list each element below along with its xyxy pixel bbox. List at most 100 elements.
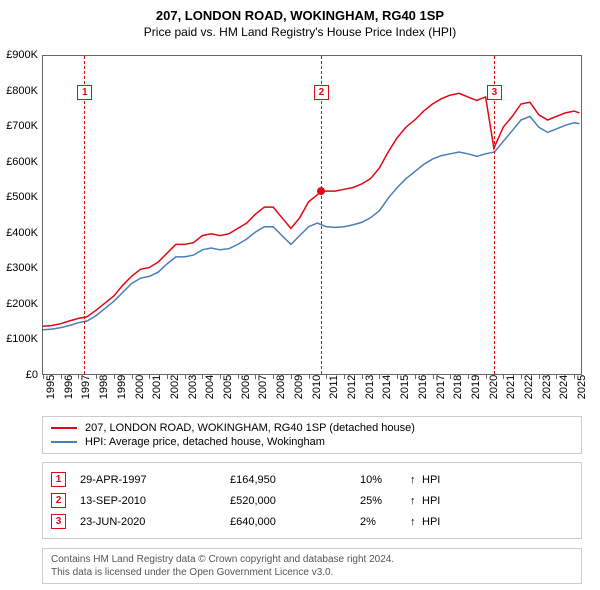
chart-container: 207, LONDON ROAD, WOKINGHAM, RG40 1SP Pr… — [0, 0, 600, 590]
sale-marker-3: 3 — [487, 85, 502, 100]
x-axis-label: 2001 — [151, 375, 163, 399]
y-axis-label: £200K — [0, 298, 38, 310]
x-tick — [344, 374, 345, 379]
x-axis-label: 2017 — [435, 375, 447, 399]
x-axis-label: 2024 — [558, 375, 570, 399]
x-axis-label: 2025 — [576, 375, 588, 399]
y-axis-label: £800K — [0, 85, 38, 97]
sale-date: 29-APR-1997 — [80, 474, 230, 486]
x-axis-label: 2015 — [399, 375, 411, 399]
sale-pct: 25% — [360, 495, 410, 507]
sale-marker-icon: 2 — [51, 493, 66, 508]
sale-suffix: HPI — [422, 474, 440, 486]
x-tick — [96, 374, 97, 379]
x-axis-label: 2004 — [204, 375, 216, 399]
x-tick — [185, 374, 186, 379]
x-tick — [43, 374, 44, 379]
x-axis-label: 1999 — [116, 375, 128, 399]
sale-suffix: HPI — [422, 516, 440, 528]
x-tick — [167, 374, 168, 379]
sale-row: 3 23-JUN-2020£640,0002%↑HPI — [51, 511, 573, 532]
legend-label: HPI: Average price, detached house, Woki… — [85, 436, 325, 448]
legend-box: 207, LONDON ROAD, WOKINGHAM, RG40 1SP (d… — [42, 416, 582, 454]
x-axis-label: 2016 — [417, 375, 429, 399]
x-tick — [574, 374, 575, 379]
x-axis-label: 2020 — [488, 375, 500, 399]
y-axis-label: £400K — [0, 227, 38, 239]
x-axis-label: 2008 — [275, 375, 287, 399]
sale-vline — [494, 56, 495, 374]
x-axis-label: 2003 — [187, 375, 199, 399]
arrow-up-icon: ↑ — [410, 474, 422, 486]
x-tick — [238, 374, 239, 379]
legend-row: 207, LONDON ROAD, WOKINGHAM, RG40 1SP (d… — [51, 421, 573, 435]
x-tick — [433, 374, 434, 379]
x-tick — [415, 374, 416, 379]
series-hpi — [43, 116, 580, 329]
y-axis-label: £600K — [0, 156, 38, 168]
y-axis-label: £100K — [0, 333, 38, 345]
legend-label: 207, LONDON ROAD, WOKINGHAM, RG40 1SP (d… — [85, 422, 415, 434]
x-axis-label: 2012 — [346, 375, 358, 399]
x-tick — [132, 374, 133, 379]
y-axis-label: £700K — [0, 120, 38, 132]
x-tick — [114, 374, 115, 379]
y-axis-label: £500K — [0, 191, 38, 203]
sale-price: £640,000 — [230, 516, 360, 528]
sale-marker-2: 2 — [314, 85, 329, 100]
x-axis-label: 2023 — [541, 375, 553, 399]
sale-pct: 2% — [360, 516, 410, 528]
x-axis-label: 2019 — [470, 375, 482, 399]
x-tick — [521, 374, 522, 379]
y-axis-label: £300K — [0, 262, 38, 274]
sale-marker-icon: 1 — [51, 472, 66, 487]
arrow-up-icon: ↑ — [410, 495, 422, 507]
plot-svg — [43, 56, 583, 376]
x-axis-label: 2014 — [381, 375, 393, 399]
x-tick — [291, 374, 292, 379]
sale-vline — [321, 56, 322, 374]
legend-row: HPI: Average price, detached house, Woki… — [51, 435, 573, 449]
footer-line-2: This data is licensed under the Open Gov… — [51, 566, 573, 579]
chart-area: 123 £0£100K£200K£300K£400K£500K£600K£700… — [42, 55, 582, 375]
x-axis-label: 2018 — [452, 375, 464, 399]
x-axis-label: 2006 — [240, 375, 252, 399]
sale-marker-1: 1 — [77, 85, 92, 100]
footer-line-1: Contains HM Land Registry data © Crown c… — [51, 553, 573, 566]
footer-box: Contains HM Land Registry data © Crown c… — [42, 548, 582, 584]
sale-price: £164,950 — [230, 474, 360, 486]
x-axis-label: 2010 — [311, 375, 323, 399]
sale-price: £520,000 — [230, 495, 360, 507]
x-axis-label: 2007 — [257, 375, 269, 399]
chart-title: 207, LONDON ROAD, WOKINGHAM, RG40 1SP — [0, 0, 600, 23]
sale-date: 23-JUN-2020 — [80, 516, 230, 528]
x-axis-label: 2022 — [523, 375, 535, 399]
x-tick — [486, 374, 487, 379]
x-tick — [397, 374, 398, 379]
legend-swatch — [51, 427, 77, 429]
sale-marker-icon: 3 — [51, 514, 66, 529]
arrow-up-icon: ↑ — [410, 516, 422, 528]
x-axis-label: 1997 — [80, 375, 92, 399]
x-tick — [539, 374, 540, 379]
legend-swatch — [51, 441, 77, 443]
sales-box: 129-APR-1997£164,95010%↑HPI213-SEP-2010£… — [42, 462, 582, 539]
x-tick — [468, 374, 469, 379]
x-tick — [220, 374, 221, 379]
x-axis-label: 1996 — [63, 375, 75, 399]
sale-pct: 10% — [360, 474, 410, 486]
x-tick — [309, 374, 310, 379]
x-tick — [61, 374, 62, 379]
x-axis-label: 1998 — [98, 375, 110, 399]
x-axis-label: 2011 — [328, 375, 340, 399]
sale-row: 1 29-APR-1997£164,95010%↑HPI — [51, 469, 573, 490]
sale-suffix: HPI — [422, 495, 440, 507]
x-axis-label: 2013 — [364, 375, 376, 399]
x-axis-label: 2000 — [134, 375, 146, 399]
chart-subtitle: Price paid vs. HM Land Registry's House … — [0, 23, 600, 43]
x-axis-label: 2021 — [505, 375, 517, 399]
x-axis-label: 2002 — [169, 375, 181, 399]
x-axis-label: 1995 — [45, 375, 57, 399]
x-axis-label: 2009 — [293, 375, 305, 399]
x-axis-label: 2005 — [222, 375, 234, 399]
